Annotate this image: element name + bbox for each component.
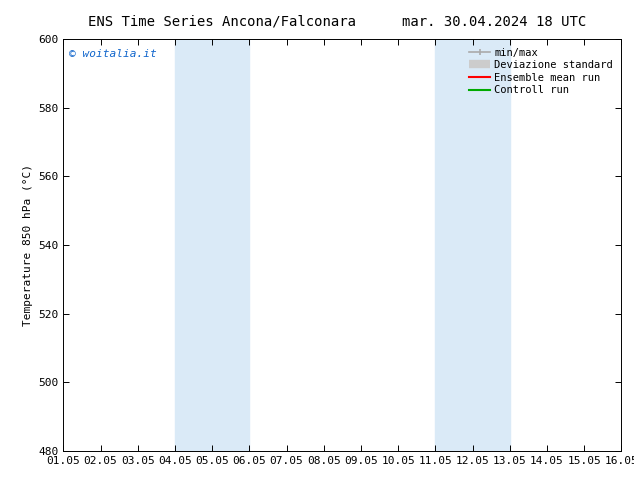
- Legend: min/max, Deviazione standard, Ensemble mean run, Controll run: min/max, Deviazione standard, Ensemble m…: [466, 45, 616, 98]
- Bar: [436, 39, 510, 451]
- Bar: [175, 39, 249, 451]
- Y-axis label: Temperature 850 hPa (°C): Temperature 850 hPa (°C): [23, 164, 33, 326]
- Text: mar. 30.04.2024 18 UTC: mar. 30.04.2024 18 UTC: [403, 15, 586, 29]
- Text: © woitalia.it: © woitalia.it: [69, 49, 157, 59]
- Text: ENS Time Series Ancona/Falconara: ENS Time Series Ancona/Falconara: [88, 15, 356, 29]
